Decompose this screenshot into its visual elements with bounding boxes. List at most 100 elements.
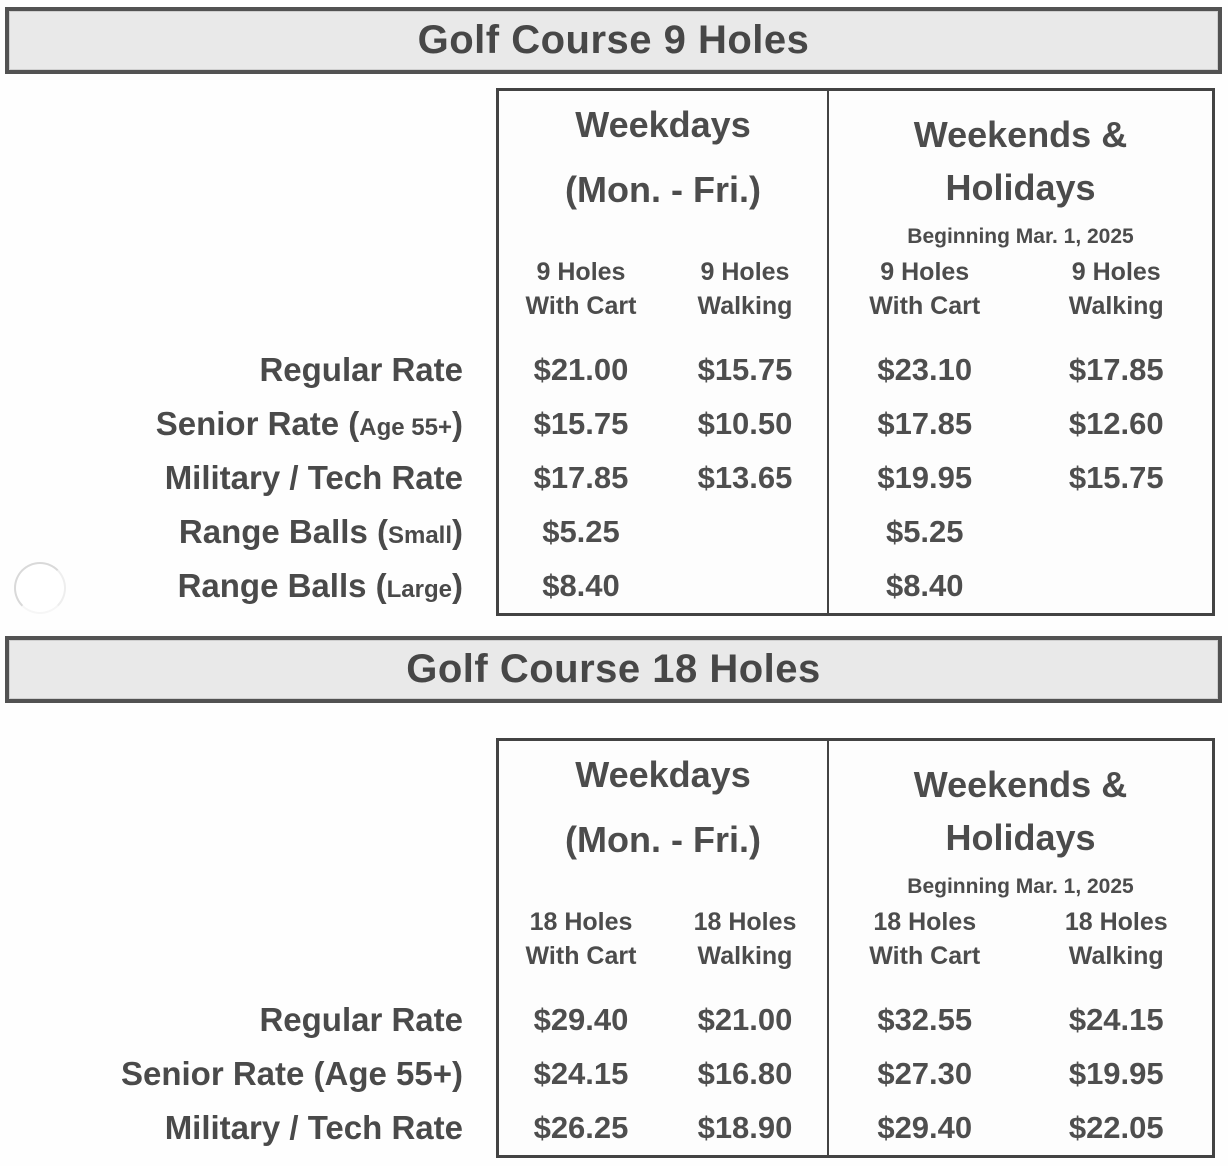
weekend-title: Weekends &: [913, 764, 1128, 805]
subcol-line1: 9 Holes: [536, 258, 626, 286]
label-text-small: Age 55+: [359, 414, 452, 441]
subcol-line2: Walking: [1068, 292, 1164, 320]
weekday-title: Weekdays: [575, 104, 751, 145]
price-cell: $29.40: [533, 1002, 629, 1037]
price-cell: [1021, 559, 1213, 613]
subcol-header-walking: 18 Holes Walking: [663, 905, 827, 973]
hole-punch-mark: [14, 562, 66, 614]
weekday-subtitle: (Mon. - Fri.): [565, 819, 761, 860]
row-label-regular-rate-9: Regular Rate: [0, 343, 463, 397]
weekday-column-18: Weekdays (Mon. - Fri.) 18 Holes With Car…: [499, 741, 829, 1155]
price-cell: $17.85: [877, 406, 973, 441]
price-cell: $29.40: [877, 1110, 973, 1145]
subcol-line2: Walking: [697, 292, 793, 320]
label-text: Regular Rate: [259, 351, 463, 388]
price-cell: $5.25: [542, 514, 620, 549]
weekend-subtitle: Holidays: [945, 817, 1096, 858]
subcol-line1: 9 Holes: [880, 258, 970, 286]
row-labels-18-holes: Regular Rate Senior Rate (Age 55+) Milit…: [0, 993, 463, 1155]
price-cell: $17.85: [1068, 352, 1164, 387]
effective-date-note: Beginning Mar. 1, 2025: [907, 875, 1134, 898]
label-text: Military / Tech Rate: [164, 459, 463, 496]
price-cell: $12.60: [1068, 406, 1164, 441]
price-cell: [663, 559, 827, 613]
weekday-column-9: Weekdays (Mon. - Fri.) 9 Holes With Cart…: [499, 91, 829, 613]
subcol-line1: 18 Holes: [693, 908, 797, 936]
label-text: ): [452, 567, 463, 604]
label-text: ): [452, 405, 463, 442]
weekend-subtitle: Holidays: [945, 167, 1096, 208]
subcol-header-with-cart: 9 Holes With Cart: [499, 255, 663, 323]
subcol-header-with-cart: 18 Holes With Cart: [499, 905, 663, 973]
row-label-senior-rate-18: Senior Rate (Age 55+): [0, 1047, 463, 1101]
price-cell: $32.55: [877, 1002, 973, 1037]
subcol-line1: 9 Holes: [700, 258, 790, 286]
price-cell: $17.85: [533, 460, 629, 495]
weekend-prices-9: $23.10 $17.85 $17.85 $12.60 $19.95 $15.7…: [829, 343, 1212, 613]
price-cell: $8.40: [542, 568, 620, 603]
row-label-regular-rate-18: Regular Rate: [0, 993, 463, 1047]
weekend-column-9: Weekends & Holidays Beginning Mar. 1, 20…: [829, 91, 1212, 613]
price-cell: $21.00: [533, 352, 629, 387]
price-cell: $19.95: [1068, 1056, 1164, 1091]
price-cell: $13.65: [697, 460, 793, 495]
label-text: Senior Rate (: [155, 405, 360, 442]
label-text-small: Small: [387, 522, 452, 549]
label-text-small: Large: [386, 576, 452, 603]
price-cell: $15.75: [1068, 460, 1164, 495]
subcol-line2: With Cart: [869, 942, 981, 970]
subcol-line1: 9 Holes: [1071, 258, 1161, 286]
price-cell: $26.25: [533, 1110, 629, 1145]
label-text: Senior Rate (Age 55+): [120, 1055, 463, 1092]
subcol-line2: Walking: [1068, 942, 1164, 970]
subcol-line2: With Cart: [525, 942, 637, 970]
weekend-subheaders-9: 9 Holes With Cart 9 Holes Walking: [829, 255, 1212, 323]
price-cell: $23.10: [877, 352, 973, 387]
weekend-column-18: Weekends & Holidays Beginning Mar. 1, 20…: [829, 741, 1212, 1155]
weekday-prices-9: $21.00 $15.75 $15.75 $10.50 $17.85 $13.6…: [499, 343, 827, 613]
price-cell: $8.40: [885, 568, 964, 603]
label-text: Range Balls (: [177, 567, 387, 604]
price-cell: $27.30: [877, 1056, 973, 1091]
subcol-line2: With Cart: [525, 292, 637, 320]
price-cell: $15.75: [533, 406, 629, 441]
label-text: Range Balls (: [178, 513, 388, 550]
subcol-header-walking: 9 Holes Walking: [663, 255, 827, 323]
price-cell: $24.15: [1068, 1002, 1164, 1037]
row-label-military-tech-rate-9: Military / Tech Rate: [0, 451, 463, 505]
subcol-header-walking: 9 Holes Walking: [1021, 255, 1213, 323]
label-text: Military / Tech Rate: [164, 1109, 463, 1146]
price-cell: $5.25: [885, 514, 964, 549]
row-label-senior-rate-9: Senior Rate (Age 55+): [0, 397, 463, 451]
price-cell: [663, 505, 827, 559]
weekday-subtitle: (Mon. - Fri.): [565, 169, 761, 210]
banner-golf-course-18-holes: Golf Course 18 Holes: [5, 636, 1222, 703]
subcol-line1: 18 Holes: [1064, 908, 1168, 936]
price-cell: [1021, 505, 1213, 559]
price-cell: $19.95: [877, 460, 973, 495]
price-cell: $16.80: [697, 1056, 793, 1091]
weekend-prices-18: $32.55 $24.15 $27.30 $19.95 $29.40 $22.0…: [829, 993, 1212, 1155]
subcol-line2: With Cart: [869, 292, 981, 320]
row-label-range-balls-large: Range Balls (Large): [0, 559, 463, 613]
subcol-header-with-cart: 9 Holes With Cart: [829, 255, 1021, 323]
weekend-title: Weekends &: [913, 114, 1128, 155]
label-text: Regular Rate: [259, 1001, 463, 1038]
subcol-line1: 18 Holes: [873, 908, 977, 936]
row-labels-9-holes: Regular Rate Senior Rate (Age 55+) Milit…: [0, 343, 463, 613]
subcol-header-walking: 18 Holes Walking: [1021, 905, 1213, 973]
rate-table-9-holes: Weekdays (Mon. - Fri.) 9 Holes With Cart…: [496, 88, 1215, 616]
rate-table-18-holes: Weekdays (Mon. - Fri.) 18 Holes With Car…: [496, 738, 1215, 1158]
row-label-range-balls-small: Range Balls (Small): [0, 505, 463, 559]
price-cell: $24.15: [533, 1056, 629, 1091]
price-cell: $10.50: [697, 406, 793, 441]
weekday-title: Weekdays: [575, 754, 751, 795]
subcol-header-with-cart: 18 Holes With Cart: [829, 905, 1021, 973]
subcol-line1: 18 Holes: [529, 908, 633, 936]
weekday-prices-18: $29.40 $21.00 $24.15 $16.80 $26.25 $18.9…: [499, 993, 827, 1155]
row-label-military-tech-rate-18: Military / Tech Rate: [0, 1101, 463, 1155]
banner-golf-course-9-holes: Golf Course 9 Holes: [5, 7, 1222, 74]
effective-date-note: Beginning Mar. 1, 2025: [907, 225, 1134, 248]
price-cell: $15.75: [697, 352, 793, 387]
